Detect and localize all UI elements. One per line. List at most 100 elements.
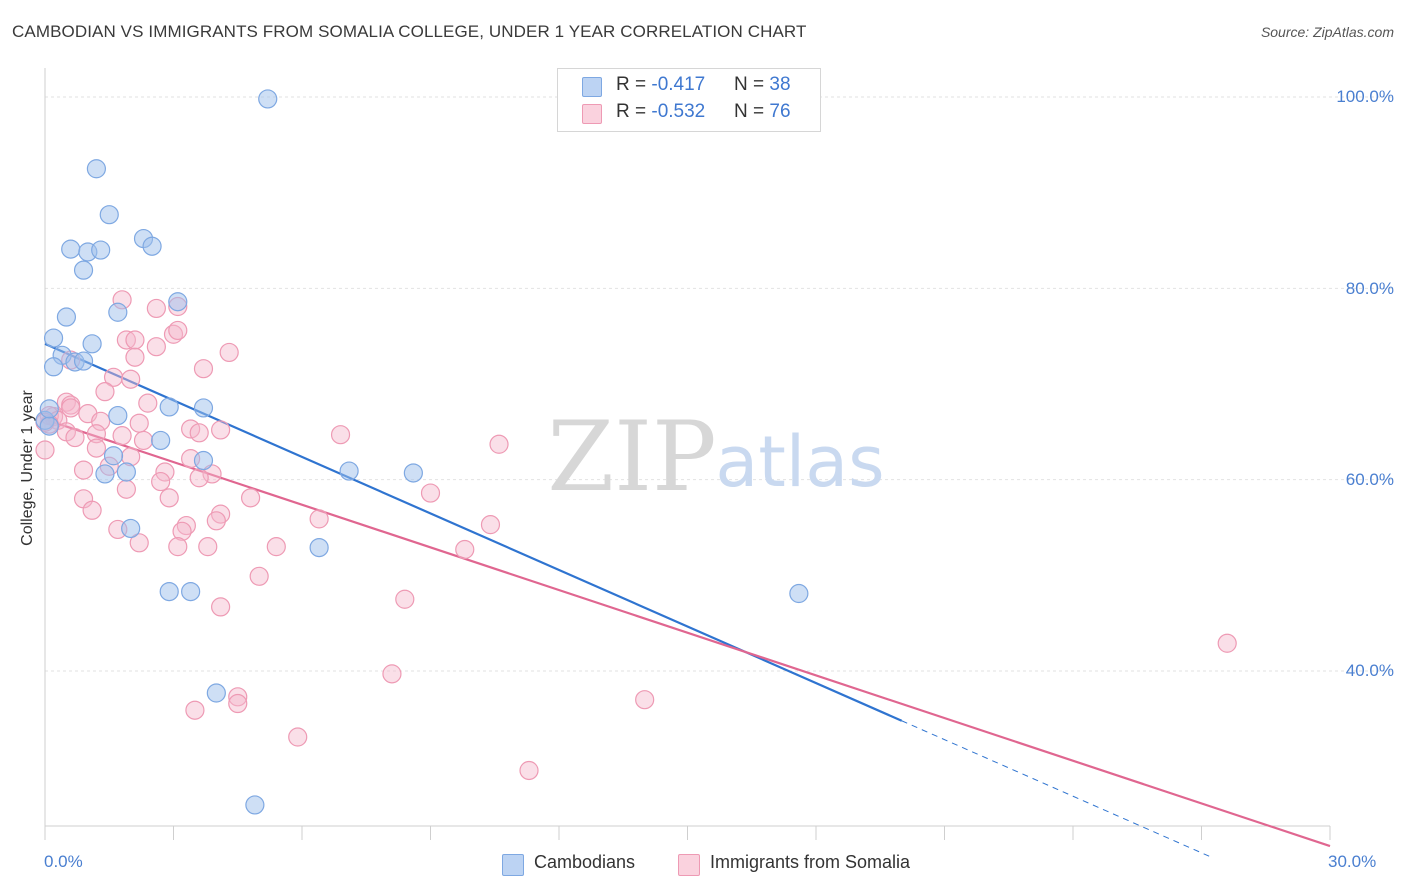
somalia-point <box>185 700 205 720</box>
somalia-point <box>35 440 55 460</box>
correlation-legend: R = -0.417 N = 38 R = -0.532 N = 76 <box>557 68 821 132</box>
somalia-point <box>86 424 107 444</box>
somalia-point <box>82 500 102 520</box>
y-tick-label-40: 40.0% <box>1345 661 1394 680</box>
cambodian-trend-line <box>44 342 903 722</box>
cambodian-point <box>245 795 265 815</box>
somalia-legend-label: Immigrants from Somalia <box>710 852 911 872</box>
somalia-point <box>159 488 179 508</box>
somalia-point <box>206 511 226 531</box>
y-axis-label: College, Under 1 year <box>19 390 36 546</box>
somalia-point <box>480 515 501 535</box>
somalia-point <box>103 367 124 387</box>
y-tick-label-60: 60.0% <box>1345 470 1394 489</box>
chart-title: CAMBODIAN VS IMMIGRANTS FROM SOMALIA COL… <box>12 22 807 41</box>
cambodian-point <box>168 292 188 312</box>
somalia-point <box>95 382 115 402</box>
cambodian-point <box>43 328 64 348</box>
y-tick-label-100: 100.0% <box>1336 87 1394 106</box>
gridlines <box>45 96 1392 672</box>
somalia-point <box>138 393 158 413</box>
cambodian-point <box>789 583 809 604</box>
source-label: Source: ZipAtlas.com <box>1260 24 1394 40</box>
somalia-point <box>489 434 509 454</box>
cambodian-point <box>206 683 226 703</box>
cambodian-point <box>403 463 423 483</box>
cambodian-point <box>73 260 94 280</box>
watermark-atlas: atlas <box>715 421 884 503</box>
somalia-point <box>172 521 192 541</box>
axes <box>44 68 1331 840</box>
cambodian-point <box>103 446 124 466</box>
cambodian-point <box>39 399 59 419</box>
r-value-somalia: -0.532 <box>651 101 706 122</box>
somalia-point <box>219 342 239 363</box>
somalia-point <box>189 468 209 488</box>
somalia-point <box>129 533 149 553</box>
somalia-point <box>395 589 415 609</box>
somalia-point <box>116 479 136 499</box>
cambodian-point <box>108 302 128 322</box>
cambodian-point <box>142 236 162 256</box>
cambodian-point <box>82 334 102 354</box>
cambodian-point <box>151 430 171 451</box>
somalia-point <box>146 298 166 319</box>
somalia-point <box>133 430 154 451</box>
y-tick-label-80: 80.0% <box>1345 279 1394 298</box>
somalia-trend-line <box>44 418 1331 848</box>
cambodian-point <box>56 307 77 327</box>
somalia-point <box>65 427 85 448</box>
cambodian-point <box>108 405 128 426</box>
somalia-point <box>211 420 231 440</box>
cambodian-point <box>43 357 64 377</box>
somalia-point <box>168 320 188 341</box>
somalia-point <box>112 426 132 446</box>
cambodian-point <box>159 581 179 602</box>
n-value-somalia: 76 <box>769 101 791 122</box>
r-value-cambodians: -0.417 <box>651 74 706 95</box>
trend-lines <box>44 342 1331 858</box>
cambodians-legend-label: Cambodians <box>534 852 636 872</box>
x-tick-label-min: 0.0% <box>44 852 83 871</box>
cambodian-point <box>99 205 119 225</box>
somalia-point <box>73 460 94 480</box>
data-points <box>35 89 1237 815</box>
somalia-point <box>155 462 175 482</box>
somalia-point <box>189 423 209 443</box>
somalia-point <box>202 464 222 484</box>
cambodian-point <box>86 159 107 179</box>
somalia-point <box>125 347 145 367</box>
cambodian-point <box>39 416 59 436</box>
somalia-point <box>151 471 171 492</box>
cambodian-point <box>181 581 201 602</box>
somalia-point <box>635 690 655 710</box>
somalia-point <box>249 566 269 586</box>
somalia-point <box>211 597 231 617</box>
somalia-point <box>91 411 111 431</box>
cambodian-point <box>61 239 81 259</box>
cambodian-point <box>91 240 111 260</box>
somalia-swatch <box>582 104 602 124</box>
somalia-point <box>266 537 286 557</box>
somalia-point <box>420 483 441 503</box>
cambodians-legend-swatch <box>502 854 524 876</box>
cambodian-point <box>95 464 115 484</box>
r-label: R = <box>616 74 652 95</box>
n-label: N = <box>734 101 770 122</box>
somalia-point <box>288 727 308 747</box>
cambodian-point <box>116 462 136 482</box>
watermark-zip: ZIP <box>547 401 716 513</box>
somalia-point <box>330 425 351 445</box>
somalia-point <box>125 330 145 350</box>
n-value-cambodians: 38 <box>769 74 791 95</box>
x-tick-label-max: 30.0% <box>1328 852 1377 871</box>
cambodian-point <box>339 461 359 481</box>
somalia-point <box>61 398 81 418</box>
somalia-point <box>228 693 248 714</box>
somalia-point <box>193 359 214 379</box>
somalia-point <box>86 438 107 458</box>
somalia-point <box>1217 633 1237 653</box>
cambodian-point <box>159 397 179 417</box>
somalia-point <box>309 509 329 529</box>
